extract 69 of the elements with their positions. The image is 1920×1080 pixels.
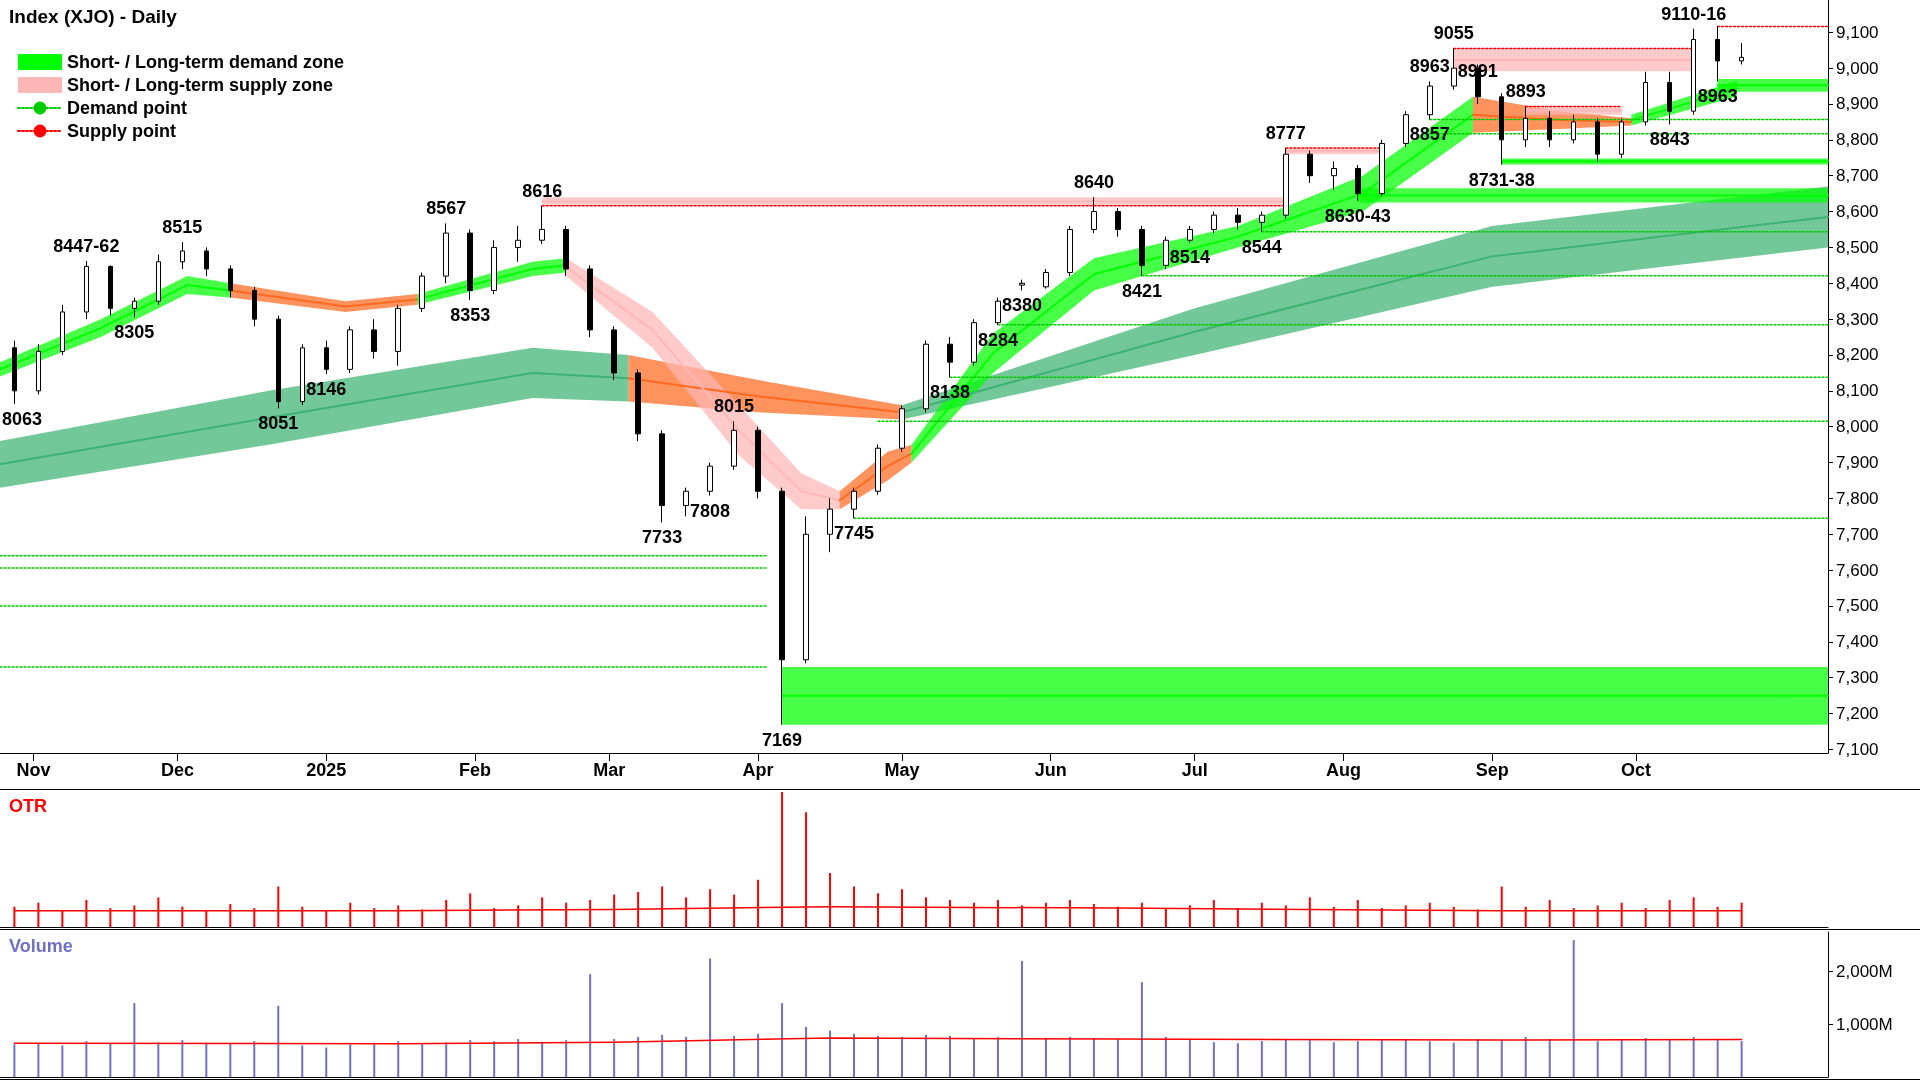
x-tick-label: Jun bbox=[1034, 760, 1067, 780]
annotation: 8963 bbox=[1409, 56, 1450, 77]
annotation: 9055 bbox=[1433, 23, 1474, 44]
y-tick-label: 7,900 bbox=[1836, 453, 1879, 473]
y-tick-label: 7,400 bbox=[1836, 632, 1879, 652]
y-tick-label: 8,300 bbox=[1836, 309, 1879, 329]
legend-label: Supply point bbox=[67, 121, 176, 141]
y-tick-label: 8,500 bbox=[1836, 237, 1879, 257]
x-tick-label: Dec bbox=[161, 760, 195, 780]
annotation: 7733 bbox=[642, 527, 683, 548]
legend-label: Short- / Long-term demand zone bbox=[67, 52, 344, 72]
x-tick-label: Oct bbox=[1621, 760, 1652, 780]
annotation: 8138 bbox=[929, 382, 971, 403]
y-tick-label: 1,000M bbox=[1836, 1014, 1893, 1034]
y-tick-label: 2,000M bbox=[1836, 962, 1893, 982]
annotation: 8447-62 bbox=[53, 236, 120, 257]
y-tick-label: 7,800 bbox=[1836, 488, 1879, 508]
annotation: 8963 bbox=[1697, 86, 1738, 107]
y-tick-label: 8,000 bbox=[1836, 417, 1879, 437]
x-tick-label: Nov bbox=[16, 760, 51, 780]
y-tick-label: 8,400 bbox=[1836, 273, 1879, 293]
x-tick-label: Aug bbox=[1325, 760, 1361, 780]
annotation: 7808 bbox=[690, 500, 731, 521]
y-tick-label: 8,100 bbox=[1836, 381, 1879, 401]
annotation: 8514 bbox=[1169, 247, 1210, 268]
y-tick-label: 8,900 bbox=[1836, 94, 1879, 114]
y-tick-label: 8,200 bbox=[1836, 345, 1879, 365]
x-tick-label: Sep bbox=[1475, 760, 1509, 780]
x-tick-label: May bbox=[884, 760, 920, 780]
annotation: 8146 bbox=[306, 379, 347, 400]
y-tick-label: 7,200 bbox=[1836, 704, 1879, 724]
chart-title: OTR bbox=[9, 796, 47, 816]
legend-label: Demand point bbox=[67, 98, 187, 118]
x-tick-label: Jul bbox=[1181, 760, 1208, 780]
annotation: 8843 bbox=[1649, 129, 1690, 150]
annotation: 8544 bbox=[1241, 236, 1282, 257]
annotation: 8515 bbox=[162, 217, 203, 238]
y-tick-label: 9,000 bbox=[1836, 58, 1879, 78]
annotation: 9110-16 bbox=[1661, 3, 1727, 24]
annotation: 7745 bbox=[834, 523, 875, 544]
annotation: 8353 bbox=[450, 305, 491, 326]
annotation: 8063 bbox=[2, 409, 43, 430]
x-tick-label: Feb bbox=[458, 760, 491, 780]
annotation: 8305 bbox=[114, 322, 155, 343]
annotation: 8421 bbox=[1121, 280, 1162, 301]
annotation: 8567 bbox=[426, 198, 467, 219]
annotation: 8777 bbox=[1265, 123, 1306, 144]
y-tick-label: 8,800 bbox=[1836, 130, 1879, 150]
annotation: 8616 bbox=[522, 180, 563, 201]
x-tick-label: Mar bbox=[593, 760, 626, 780]
chart-title: Index (XJO) - Daily bbox=[9, 6, 178, 27]
y-tick-label: 7,500 bbox=[1836, 596, 1879, 616]
annotation: 8051 bbox=[258, 413, 299, 434]
annotation: 8893 bbox=[1505, 81, 1546, 102]
annotation: 7169 bbox=[762, 729, 803, 750]
x-tick-label: 2025 bbox=[306, 760, 347, 780]
y-tick-label: 7,700 bbox=[1836, 524, 1879, 544]
y-tick-label: 7,100 bbox=[1836, 739, 1879, 759]
legend-label: Short- / Long-term supply zone bbox=[67, 75, 333, 95]
annotation: 8015 bbox=[714, 396, 755, 417]
x-tick-label: Apr bbox=[742, 760, 774, 780]
y-tick-label: 7,300 bbox=[1836, 668, 1879, 688]
y-tick-label: 8,600 bbox=[1836, 202, 1879, 222]
annotation: 8640 bbox=[1073, 172, 1114, 193]
chart-title: Volume bbox=[9, 936, 73, 956]
annotation: 8731-38 bbox=[1468, 169, 1535, 190]
y-tick-label: 7,600 bbox=[1836, 560, 1879, 580]
y-tick-label: 9,100 bbox=[1836, 22, 1879, 42]
y-tick-label: 8,700 bbox=[1836, 166, 1879, 186]
